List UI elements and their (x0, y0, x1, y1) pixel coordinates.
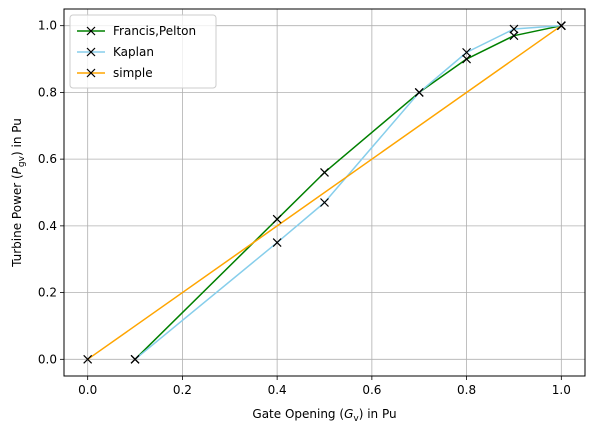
y-tick-label: 0.6 (38, 152, 57, 166)
data-point-0-5 (509, 31, 519, 41)
legend-label: Francis,Pelton (113, 24, 196, 38)
legend-marker (86, 47, 96, 57)
data-point-1-1 (272, 238, 282, 247)
x-tick-label: 0.6 (362, 383, 381, 397)
legend-label: Kaplan (113, 45, 154, 59)
legend: Francis,Pelton Kaplan simple (69, 14, 217, 89)
data-point-1-2 (320, 198, 329, 207)
x-tick-label: 0.0 (78, 383, 97, 397)
y-tick-label: 0.8 (38, 85, 57, 99)
plot-frame (63, 8, 586, 377)
axis-ticks: 0.0 0.2 0.4 0.6 0.8 1.0 0.0 0.2 0.4 0.6 0.8 1.0 (38, 19, 571, 397)
data-point-0-2 (320, 168, 329, 177)
legend-item-1: Kaplan (77, 45, 154, 59)
y-tick-label: 1.0 (38, 19, 57, 33)
legend-item-0: Francis,Pelton (77, 24, 196, 38)
x-tick-label: 1.0 (552, 383, 571, 397)
y-tick-label: 0.0 (38, 352, 57, 366)
y-tick-label: 0.4 (38, 219, 57, 233)
data-point-0-1 (272, 214, 282, 224)
legend-marker (86, 68, 96, 78)
legend-box (69, 14, 217, 89)
x-tick-label: 0.4 (268, 383, 287, 397)
x-tick-label: 0.2 (173, 383, 192, 397)
data-point-1-3 (414, 87, 424, 97)
legend-label: simple (113, 66, 153, 80)
x-tick-label: 0.8 (457, 383, 476, 397)
data-point-2-1 (556, 21, 566, 31)
legend-marker (86, 26, 96, 36)
x-axis-label: Gate Opening (Gv) in Pu (252, 407, 396, 424)
data-point-2-0 (83, 354, 93, 364)
data-point-1-4 (462, 47, 472, 57)
legend-item-2: simple (77, 66, 153, 80)
y-tick-label: 0.2 (38, 286, 57, 300)
data-point-1-0 (130, 354, 140, 364)
series-line-2 (87, 25, 562, 360)
data-point-1-5 (509, 24, 519, 34)
data-point-0-4 (462, 54, 472, 64)
data-point-markers (83, 21, 566, 364)
y-axis-label: Turbine Power (Pgv) in Pu (10, 118, 27, 268)
